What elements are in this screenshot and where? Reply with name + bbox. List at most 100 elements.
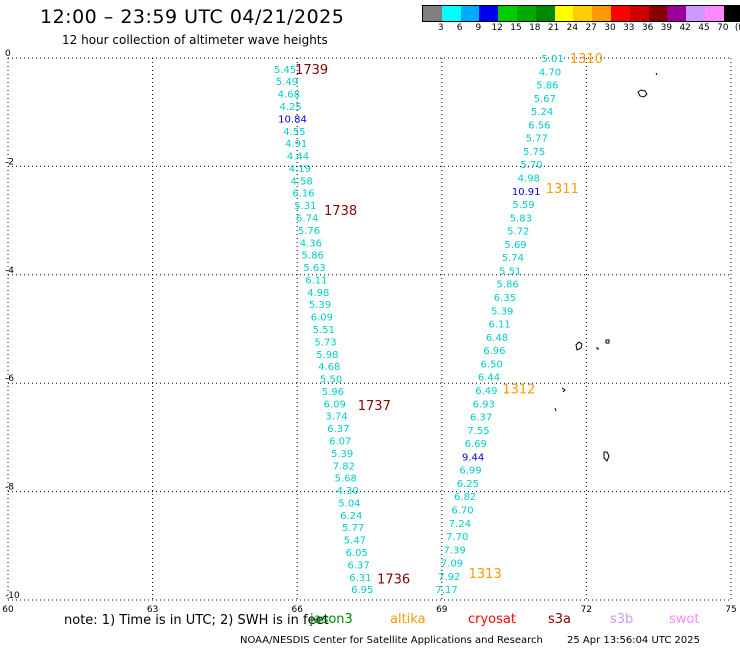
- wave-height-value: 6.82: [454, 492, 476, 503]
- wave-height-value: 4.70: [539, 67, 561, 78]
- wave-height-value: 7.55: [467, 426, 489, 437]
- color-legend-label: 45: [698, 23, 710, 33]
- wave-height-value: 6.95: [351, 585, 373, 596]
- x-tick-label: 72: [581, 605, 592, 615]
- wave-height-value: 5.67: [534, 94, 556, 105]
- color-swatch: [629, 6, 649, 21]
- color-swatch: [686, 6, 705, 21]
- color-legend-label: 6: [456, 23, 463, 33]
- wave-height-value: 6.50: [481, 359, 503, 370]
- wave-height-value: 6.11: [489, 320, 511, 331]
- color-legend-label: 24: [566, 23, 579, 33]
- color-swatch: [667, 6, 687, 21]
- color-swatch: [554, 6, 574, 21]
- color-swatch: [535, 6, 555, 21]
- color-swatch: [592, 6, 611, 21]
- x-tick-label: 66: [291, 605, 303, 615]
- color-swatch: [516, 6, 536, 21]
- wave-height-value: 5.77: [526, 134, 548, 145]
- wave-height-value: 7.82: [333, 461, 355, 472]
- satellite-legend-item: s3a: [548, 612, 572, 627]
- satellite-legend-item: cryosat: [468, 612, 516, 627]
- pass-time-label: 1312: [502, 383, 535, 398]
- wave-height-value: 5.86: [536, 81, 558, 92]
- color-swatch: [460, 6, 480, 21]
- island-outline: [637, 89, 648, 98]
- wave-height-value: 6.07: [329, 436, 351, 447]
- wave-height-value: 5.45: [274, 65, 296, 76]
- color-swatch: [648, 6, 668, 21]
- color-swatch: [423, 6, 442, 21]
- wave-height-value: 4.19: [289, 164, 311, 175]
- wave-height-value: 5.04: [338, 498, 360, 509]
- y-tick-label: -10: [5, 591, 20, 601]
- wave-height-value: 5.86: [302, 251, 324, 262]
- wave-height-value: 4.68: [318, 362, 340, 373]
- wave-height-value: 5.69: [504, 240, 526, 251]
- color-swatch: [498, 6, 517, 21]
- wave-height-value: 6.49: [475, 386, 497, 397]
- wave-height-value: 5.01: [542, 54, 564, 65]
- wave-height-value: 5.39: [491, 306, 513, 317]
- color-swatch: [610, 6, 630, 21]
- color-legend-label: 27: [585, 23, 597, 33]
- wave-height-value: 5.49: [276, 77, 298, 88]
- wave-height-value: 7.24: [449, 519, 471, 530]
- map-subtitle: 12 hour collection of altimeter wave hei…: [62, 33, 328, 47]
- altimeter-tracks: 5.455.494.684.2510.844.554.914.444.194.5…: [274, 52, 603, 596]
- color-legend-label: 39: [660, 23, 673, 33]
- note-text: note: 1) Time is in UTC; 2) SWH is in fe…: [64, 613, 329, 628]
- color-legend-label: 70: [717, 23, 729, 33]
- wave-height-value: 7.70: [446, 532, 468, 543]
- wave-height-value: 4.55: [283, 127, 305, 138]
- color-legend-label: 21: [547, 23, 560, 33]
- island-outline: [554, 407, 557, 412]
- color-swatch: [479, 6, 499, 21]
- color-swatch: [704, 6, 724, 21]
- x-tick-label: 69: [436, 605, 448, 615]
- wave-height-value: 6.16: [292, 189, 314, 200]
- island-outline: [605, 339, 610, 344]
- wave-height-value: 5.96: [322, 387, 344, 398]
- wave-height-value: 6.44: [478, 373, 500, 384]
- wave-height-value: 6.37: [347, 560, 369, 571]
- wave-height-value: 5.72: [507, 227, 529, 238]
- wave-height-value: 6.74: [296, 214, 318, 225]
- wave-height-value: 6.96: [483, 346, 505, 357]
- wave-height-value: 5.77: [342, 523, 364, 534]
- color-legend-label: 42: [679, 23, 691, 33]
- wave-height-value: 4.58: [291, 176, 313, 187]
- satellite-legend-item: jason3: [310, 612, 353, 627]
- wave-height-value: 6.09: [324, 399, 346, 410]
- wave-height-value: 6.25: [457, 479, 479, 490]
- wave-height-value: 5.51: [313, 325, 335, 336]
- color-legend-label: 30: [604, 23, 616, 33]
- footer-credit: NOAA/NESDIS Center for Satellite Applica…: [240, 635, 543, 646]
- wave-height-value: 5.76: [298, 226, 320, 237]
- wave-height-value: 5.68: [335, 474, 357, 485]
- color-legend-label: 36: [641, 23, 654, 33]
- satellite-legend-item: altika: [390, 612, 426, 627]
- color-swatch: [441, 6, 461, 21]
- satellite-legend-item: swot: [669, 612, 700, 627]
- grid-lines: [7, 57, 732, 601]
- wave-height-value: 5.50: [320, 375, 342, 386]
- wave-height-value: 10.91: [512, 187, 541, 198]
- x-tick-label: 75: [725, 605, 736, 615]
- footer-timestamp: 25 Apr 13:56:04 UTC 2025: [567, 635, 700, 646]
- wave-height-value: 5.86: [496, 280, 518, 291]
- wave-height-value: 5.73: [314, 337, 336, 348]
- island-outline: [596, 347, 599, 350]
- color-legend-label: 15: [510, 23, 522, 33]
- wave-height-value: 5.63: [303, 263, 325, 274]
- note-bar: note: 1) Time is in UTC; 2) SWH is in fe…: [0, 612, 740, 632]
- wave-height-value: 4.98: [307, 288, 329, 299]
- pass-time-label: 1736: [377, 572, 410, 587]
- wave-height-value: 6.09: [311, 313, 333, 324]
- color-legend-label: (ft): [734, 23, 740, 33]
- y-tick-label: -4: [5, 266, 14, 276]
- wave-height-value: 6.99: [459, 466, 481, 477]
